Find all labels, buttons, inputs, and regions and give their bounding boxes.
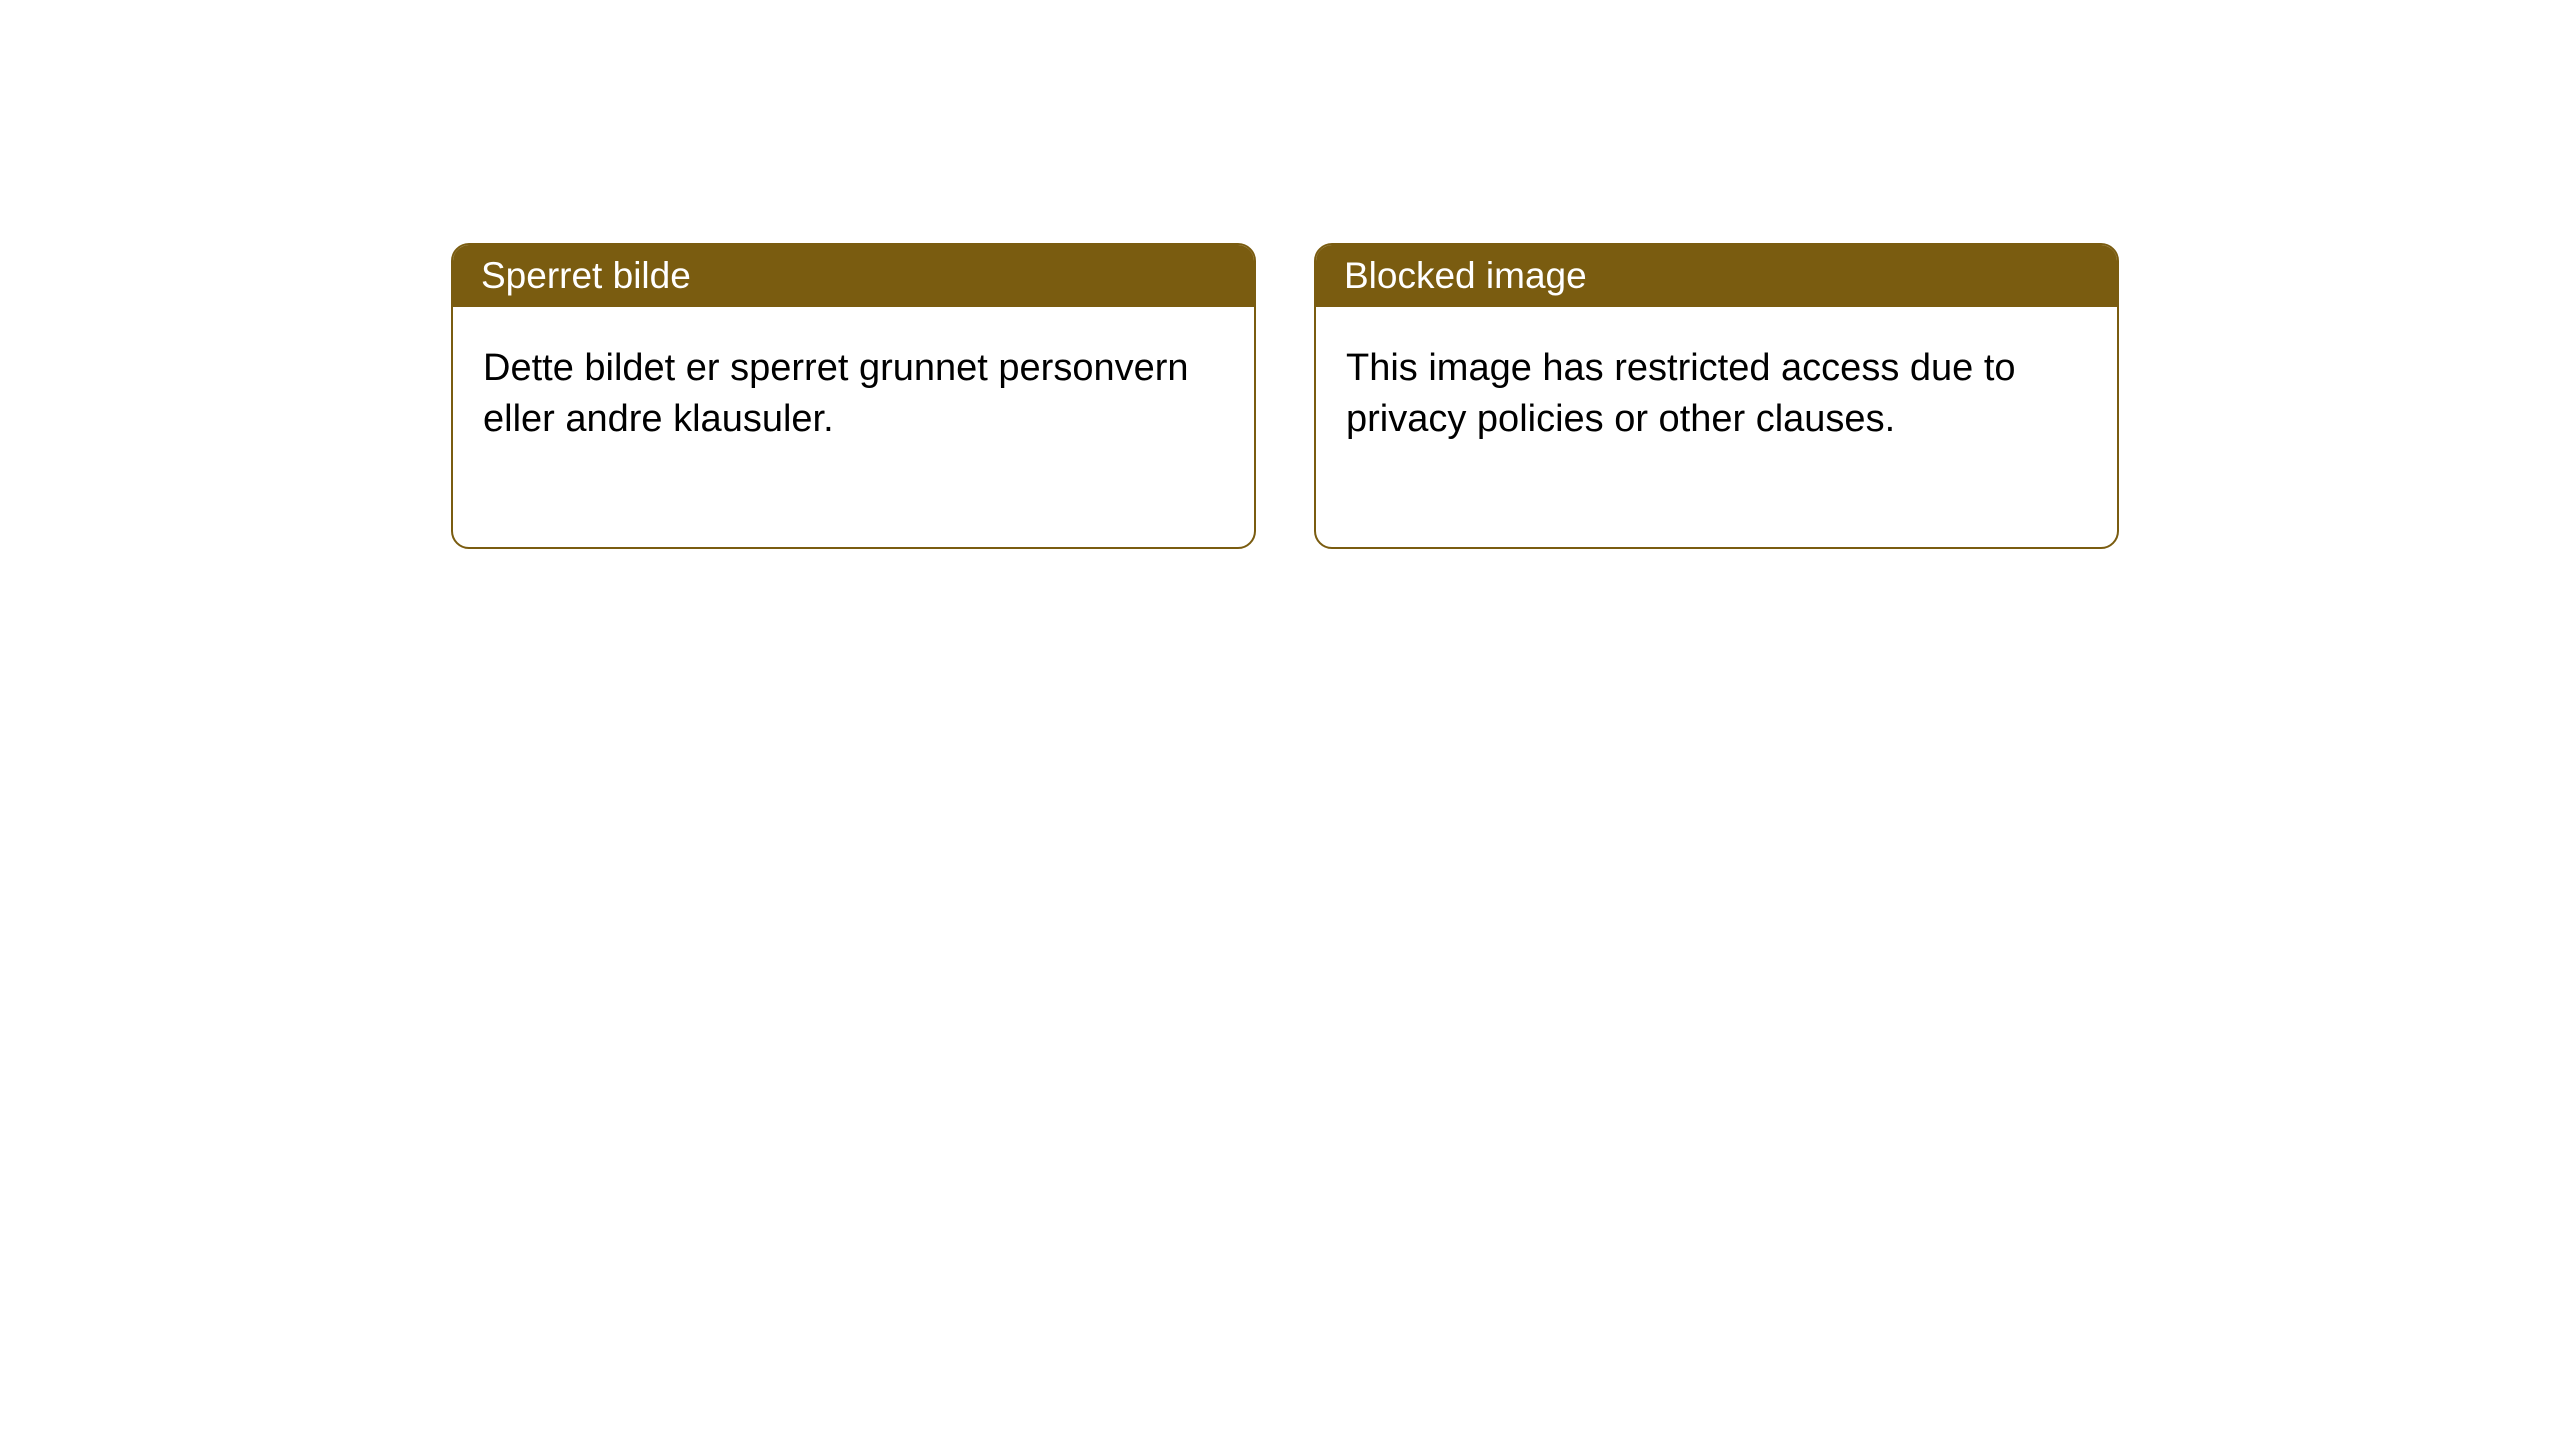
notice-container: Sperret bilde Dette bildet er sperret gr… <box>0 0 2560 549</box>
card-title: Sperret bilde <box>481 255 691 296</box>
card-body: This image has restricted access due to … <box>1316 307 2117 547</box>
card-title: Blocked image <box>1344 255 1587 296</box>
notice-card-norwegian: Sperret bilde Dette bildet er sperret gr… <box>451 243 1256 549</box>
card-body-text: This image has restricted access due to … <box>1346 347 2016 440</box>
card-header: Sperret bilde <box>453 245 1254 307</box>
card-body-text: Dette bildet er sperret grunnet personve… <box>483 347 1189 440</box>
notice-card-english: Blocked image This image has restricted … <box>1314 243 2119 549</box>
card-header: Blocked image <box>1316 245 2117 307</box>
card-body: Dette bildet er sperret grunnet personve… <box>453 307 1254 547</box>
